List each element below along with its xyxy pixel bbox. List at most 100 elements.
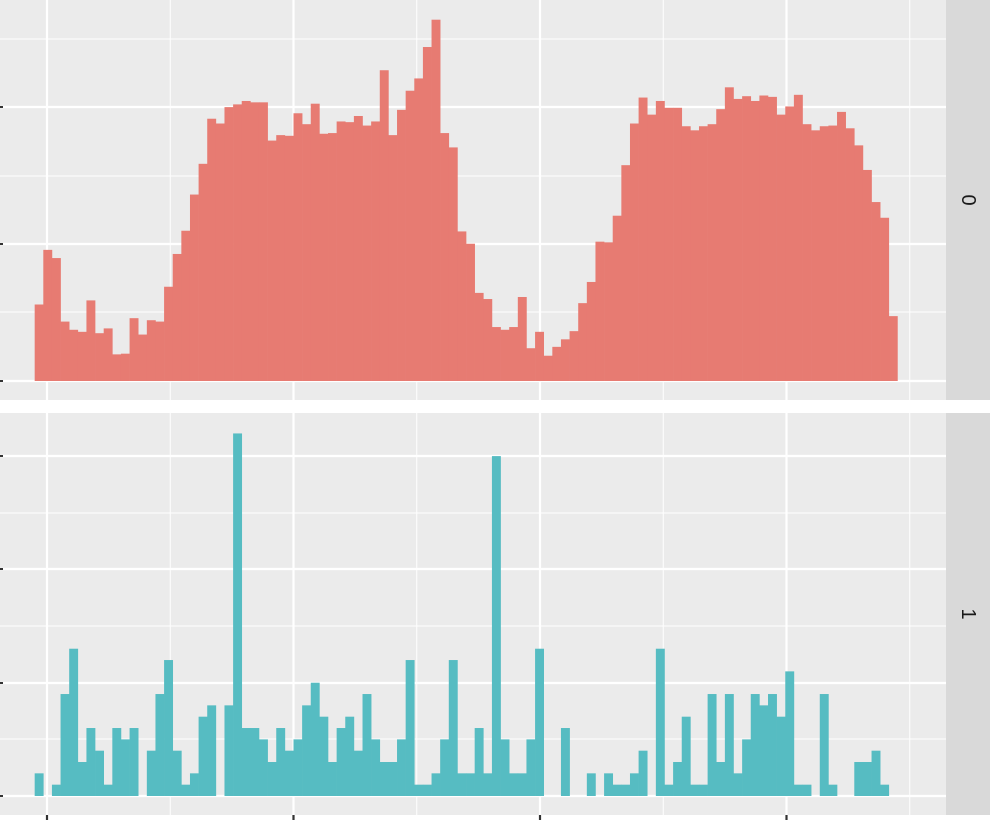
histogram-bar (95, 750, 104, 796)
histogram-bar (397, 739, 406, 796)
histogram-bar (328, 133, 337, 381)
histogram-bar (707, 124, 717, 381)
facet-strip-label: 0 (957, 194, 979, 205)
histogram-bar (768, 694, 777, 796)
histogram-bar (379, 762, 389, 796)
histogram-bar (328, 762, 337, 796)
histogram-bar (681, 716, 691, 796)
histogram-bar (345, 122, 355, 381)
facet-strip (946, 413, 990, 815)
histogram-bar (112, 354, 122, 381)
histogram-bar (483, 299, 493, 381)
histogram-bar (578, 303, 588, 381)
histogram-bar (491, 327, 501, 381)
histogram-bar (172, 253, 182, 381)
histogram-bar (604, 242, 614, 381)
histogram-bar (500, 329, 510, 381)
histogram-bar (69, 648, 79, 796)
histogram-bar (353, 115, 363, 381)
histogram-bar (51, 258, 61, 381)
histogram-bar (552, 346, 562, 381)
histogram-bar (77, 762, 87, 796)
histogram-bar (733, 773, 743, 796)
histogram-bar (422, 47, 432, 381)
histogram-bar (466, 773, 475, 796)
histogram-bar (871, 202, 881, 381)
histogram-bar (388, 135, 398, 381)
histogram-bar (871, 750, 881, 796)
histogram-bar (414, 78, 424, 381)
histogram-bar (120, 739, 130, 796)
histogram-bar (189, 773, 199, 796)
histogram-bar (34, 773, 44, 796)
histogram-bar (586, 773, 596, 796)
histogram-bar (759, 95, 769, 382)
histogram-bar (724, 694, 734, 796)
histogram-bar (250, 728, 260, 796)
histogram-bar (647, 114, 657, 381)
histogram-bar (198, 716, 208, 796)
histogram-bar (138, 334, 148, 381)
histogram-bar (854, 145, 864, 381)
histogram-bar (146, 320, 156, 381)
histogram-bar (811, 130, 821, 381)
histogram-bar (681, 126, 691, 381)
histogram-bar (768, 96, 777, 381)
histogram-bar (698, 784, 708, 796)
histogram-bar (880, 784, 890, 796)
histogram-bar (845, 128, 855, 381)
histogram-bar (233, 433, 243, 796)
histogram-bar (86, 300, 96, 381)
histogram-bar (103, 328, 113, 381)
histogram-bar (129, 728, 139, 796)
facet-strip (946, 0, 990, 400)
histogram-bar (466, 243, 475, 381)
histogram-bar (129, 318, 139, 381)
histogram-bar (422, 784, 432, 796)
histogram-bar (673, 762, 683, 796)
histogram-bar (802, 124, 812, 381)
facet-strip-label: 1 (957, 608, 979, 619)
histogram-bar (509, 327, 519, 381)
histogram-bar (336, 121, 346, 382)
histogram-bar (60, 321, 70, 381)
histogram-bar (560, 728, 570, 796)
histogram-bar (716, 762, 726, 796)
histogram-bar (86, 728, 96, 796)
histogram-bar (103, 784, 113, 796)
histogram-bar (34, 304, 44, 381)
histogram-bar (181, 784, 191, 796)
histogram-bar (276, 728, 286, 796)
histogram-bar (707, 694, 717, 796)
histogram-bar (233, 104, 243, 381)
histogram-bar (612, 784, 622, 796)
histogram-bar (362, 125, 372, 381)
histogram-bar (448, 660, 458, 796)
histogram-bar (198, 163, 208, 381)
histogram-bar (828, 125, 838, 381)
histogram-bar (319, 133, 329, 381)
histogram-bar (431, 773, 441, 796)
histogram-bar (604, 773, 614, 796)
histogram-bar (189, 194, 199, 381)
panel-background (0, 413, 946, 815)
histogram-bar (43, 249, 53, 381)
histogram-bar (310, 682, 320, 796)
histogram-bar (414, 784, 424, 796)
histogram-bar (51, 784, 61, 796)
histogram-bar (164, 286, 174, 381)
histogram-bar (517, 773, 527, 796)
histogram-bar (310, 103, 320, 382)
histogram-bar (698, 126, 708, 381)
histogram-bar (586, 281, 596, 381)
histogram-bar (673, 107, 683, 382)
histogram-bar (742, 739, 752, 796)
histogram-bar (336, 728, 346, 796)
histogram-bar (776, 716, 786, 796)
histogram-bar (621, 784, 631, 796)
histogram-bar (207, 705, 217, 796)
histogram-bar (612, 215, 622, 381)
histogram-bar (69, 329, 79, 381)
histogram-bar (759, 705, 769, 796)
